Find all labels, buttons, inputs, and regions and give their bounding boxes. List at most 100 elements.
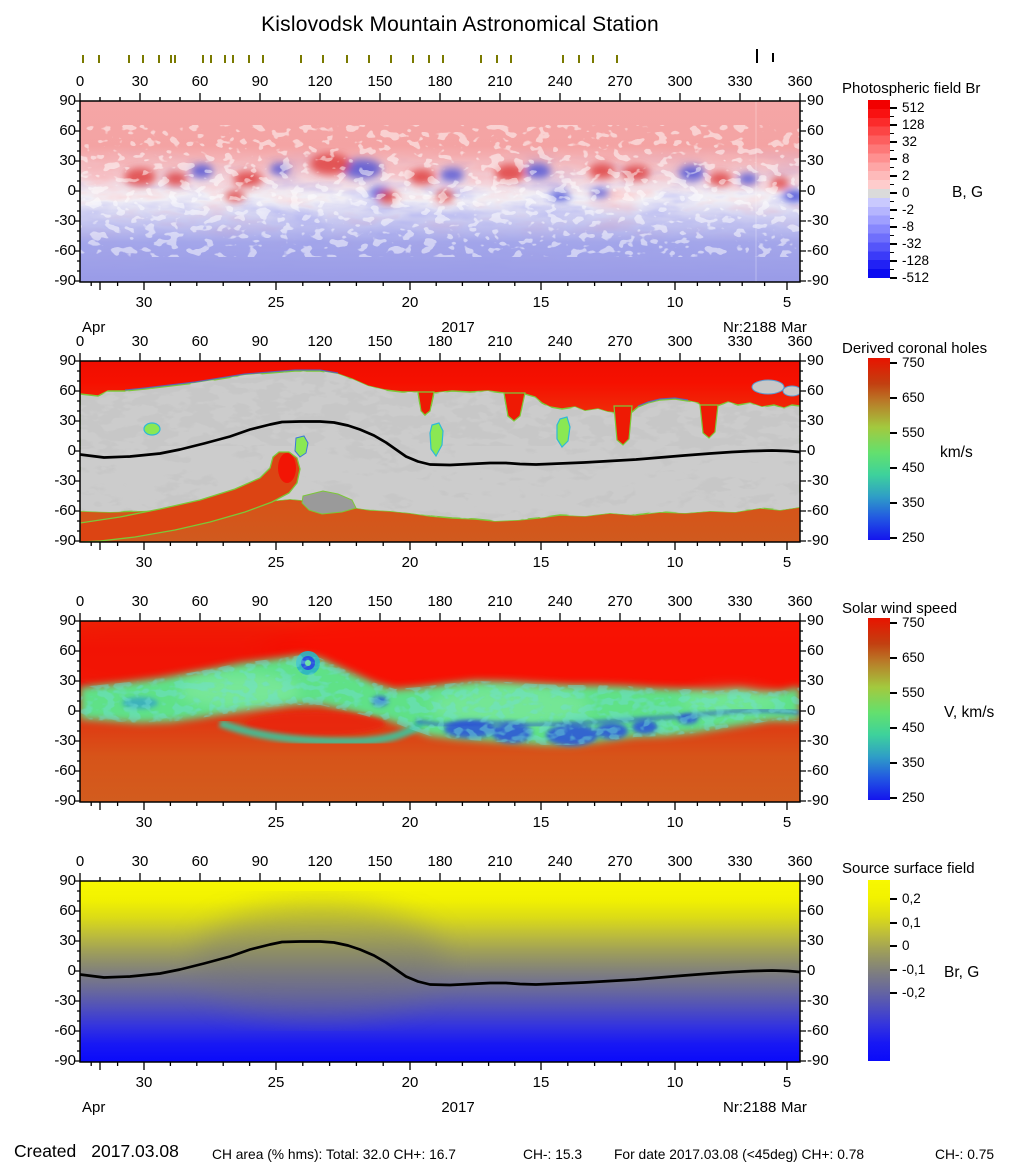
colorbar-tick-label: 8 xyxy=(902,151,910,166)
longitude-tick-label: 330 xyxy=(727,333,753,350)
longitude-tick-label: 270 xyxy=(607,333,633,350)
longitude-tick-label: 0 xyxy=(75,333,85,350)
latitude-tick-label-right: 30 xyxy=(807,672,824,689)
day-tick-label: 30 xyxy=(135,1074,153,1091)
day-tick-label: 10 xyxy=(666,294,684,311)
colorbar-tick-label: 250 xyxy=(902,790,925,805)
colorbar-tick-label: 550 xyxy=(902,685,925,700)
latitude-tick-label-right: -60 xyxy=(807,762,829,779)
latitude-tick-label-left: -30 xyxy=(54,992,76,1009)
colorbar-tick-mark xyxy=(890,362,897,364)
day-tick-label: 10 xyxy=(666,1074,684,1091)
colorbar-tick-mark xyxy=(890,692,897,694)
day-tick-label: 15 xyxy=(532,814,550,831)
colorbar-unit-label: km/s xyxy=(940,444,973,461)
latitude-tick-label-right: -30 xyxy=(807,732,829,749)
latitude-tick-label-left: 30 xyxy=(59,412,76,429)
colorbar-tick-mark xyxy=(890,260,897,262)
latitude-tick-label-left: 90 xyxy=(59,352,76,369)
latitude-tick-label-left: -90 xyxy=(54,272,76,289)
day-tick-label: 5 xyxy=(782,814,792,831)
observation-tick xyxy=(510,55,512,63)
observation-tick xyxy=(98,55,100,63)
colorbar xyxy=(868,880,890,1061)
day-tick-label: 15 xyxy=(532,1074,550,1091)
colorbar-tick-mark xyxy=(890,992,897,994)
map-plot-4 xyxy=(72,873,808,1077)
latitude-tick-label-left: -30 xyxy=(54,472,76,489)
colorbar-tick-label: -128 xyxy=(902,253,930,268)
colorbar-minor-tick xyxy=(890,132,894,134)
latitude-tick-label-right: 0 xyxy=(807,442,816,459)
colorbar-unit-label: V, km/s xyxy=(944,704,995,721)
colorbar-tick-label: -0,2 xyxy=(902,985,926,1000)
latitude-tick-label-right: 60 xyxy=(807,902,824,919)
latitude-tick-label-right: 30 xyxy=(807,152,824,169)
observation-tick xyxy=(496,55,498,63)
colorbar-tick-label: 550 xyxy=(902,425,925,440)
colorbar-tick-label: 32 xyxy=(902,134,918,149)
colorbar-tick-mark xyxy=(890,226,897,228)
map-plot-2 xyxy=(72,353,808,557)
longitude-tick-label: 90 xyxy=(251,593,269,610)
colorbar xyxy=(868,618,890,800)
longitude-tick-label: 30 xyxy=(131,333,149,350)
longitude-tick-label: 300 xyxy=(667,73,693,90)
latitude-tick-label-right: -60 xyxy=(807,1022,829,1039)
observation-tick xyxy=(592,55,594,63)
longitude-tick-label: 330 xyxy=(727,73,753,90)
longitude-tick-label: 30 xyxy=(131,73,149,90)
colorbar-tick-mark xyxy=(890,727,897,729)
colorbar-tick-label: 350 xyxy=(902,495,925,510)
colorbar-tick-label: 0,1 xyxy=(902,915,921,930)
longitude-tick-label: 360 xyxy=(787,73,813,90)
observation-tick xyxy=(232,55,234,63)
longitude-tick-label: 240 xyxy=(547,73,573,90)
latitude-tick-label-right: 30 xyxy=(807,412,824,429)
day-tick-label: 30 xyxy=(135,554,153,571)
created-label: Created xyxy=(14,1141,77,1161)
carrington-rotation-label: Nr:2188 xyxy=(723,1099,777,1116)
map-plot-1 xyxy=(72,93,808,297)
longitude-tick-label: 90 xyxy=(251,333,269,350)
latitude-tick-label-left: -60 xyxy=(54,502,76,519)
observation-tick xyxy=(346,55,348,63)
latitude-tick-label-left: -60 xyxy=(54,762,76,779)
latitude-tick-label-left: 0 xyxy=(67,442,76,459)
day-tick-label: 5 xyxy=(782,554,792,571)
colorbar-tick-mark xyxy=(890,657,897,659)
latitude-tick-label-right: 30 xyxy=(807,932,824,949)
colorbar-title: Solar wind speed xyxy=(842,600,958,617)
latitude-tick-label-left: -30 xyxy=(54,212,76,229)
latitude-tick-label-right: 60 xyxy=(807,122,824,139)
observation-tick xyxy=(248,55,250,63)
observation-tick xyxy=(578,55,580,63)
colorbar-tick-label: 450 xyxy=(902,460,925,475)
longitude-tick-label: 60 xyxy=(191,593,209,610)
latitude-tick-label-left: -30 xyxy=(54,732,76,749)
observation-tick xyxy=(128,55,130,63)
longitude-tick-label: 210 xyxy=(487,853,513,870)
observation-tick xyxy=(480,55,482,63)
longitude-tick-label: 180 xyxy=(427,333,453,350)
colorbar-tick-mark xyxy=(890,537,897,539)
map-plot-3 xyxy=(72,613,808,817)
latitude-tick-label-right: -90 xyxy=(807,532,829,549)
colorbar xyxy=(868,100,890,278)
colorbar-tick-label: 2 xyxy=(902,168,910,183)
longitude-tick-label: 270 xyxy=(607,853,633,870)
latitude-tick-label-left: -60 xyxy=(54,242,76,259)
status-segment: CH area (% hms): Total: 32.0 CH+: 16.7 xyxy=(212,1147,456,1162)
month-label-right: Mar xyxy=(781,1099,807,1116)
longitude-tick-label: 30 xyxy=(131,853,149,870)
latitude-tick-label-left: 90 xyxy=(59,92,76,109)
created-date: 2017.03.08 xyxy=(91,1141,179,1161)
colorbar-tick-mark xyxy=(890,141,897,143)
latitude-tick-label-right: 60 xyxy=(807,642,824,659)
longitude-tick-label: 120 xyxy=(307,73,333,90)
colorbar-minor-tick xyxy=(890,166,894,168)
created-stamp: Created 2017.03.08 xyxy=(14,1141,179,1162)
day-tick-label: 20 xyxy=(401,814,419,831)
observation-tick xyxy=(158,55,160,63)
observation-tick xyxy=(562,55,564,63)
